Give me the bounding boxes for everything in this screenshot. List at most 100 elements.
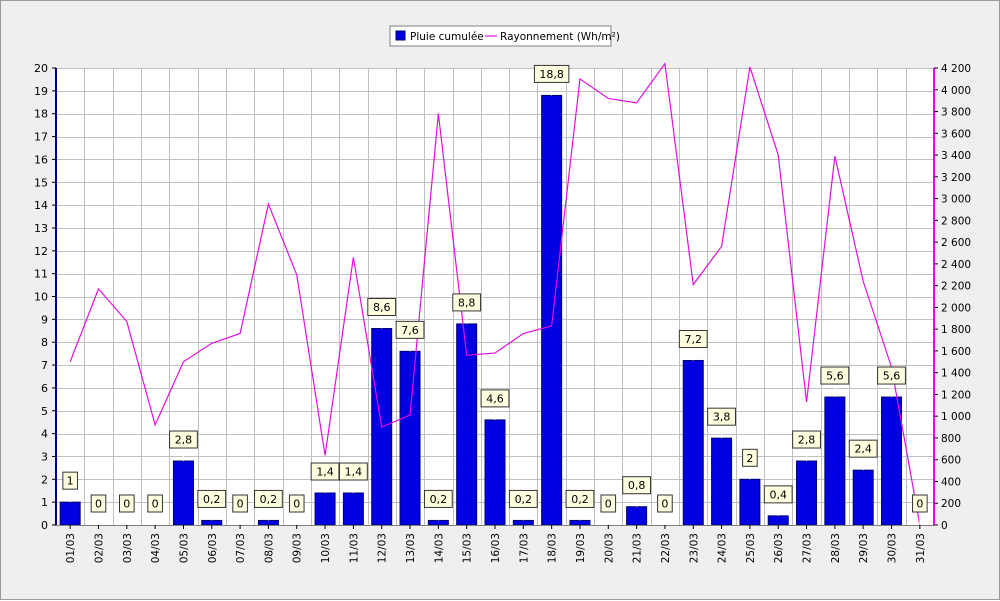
data-label: 1,4: [310, 462, 340, 494]
data-label-text: 2,8: [175, 434, 193, 447]
left-tick-label: 20: [34, 62, 48, 75]
data-label-box: [197, 489, 227, 508]
data-label-text: 1,4: [316, 466, 334, 479]
data-label-box: [169, 430, 198, 449]
right-tick-label: 200: [941, 498, 961, 510]
data-label-text: 0: [123, 498, 130, 511]
bar: [512, 519, 534, 526]
bar: [484, 419, 506, 526]
data-label-text: 0: [916, 498, 923, 511]
bar: [739, 478, 761, 526]
data-labels: 1 0 0 0 2,8 0,2 0 0,2 0 1,4 1,4 8,6 7,6 0,2 8,8 4,6 0,2 1…: [62, 64, 928, 525]
data-label: 0: [600, 494, 617, 525]
data-label: 1: [62, 471, 78, 503]
data-label-box: [62, 471, 78, 490]
x-tick-label: 31/03: [915, 533, 927, 563]
data-label-box: [480, 389, 510, 408]
right-tick-label: 1 600: [941, 346, 971, 358]
data-label: 5,6: [820, 366, 850, 398]
bar: [626, 506, 648, 526]
data-label: 1,4: [338, 462, 368, 494]
x-tick-label: 18/03: [547, 533, 559, 563]
data-label: 0,2: [423, 489, 453, 521]
right-tick-label: 400: [941, 476, 961, 488]
x-tick-label: 12/03: [377, 533, 389, 563]
data-label: 8,6: [367, 297, 397, 329]
bar: [824, 396, 846, 526]
bar: [881, 396, 903, 526]
right-tick-label: 2 400: [941, 259, 971, 271]
data-label: 2,8: [792, 430, 821, 462]
left-tick-label: 16: [34, 153, 48, 166]
data-label: 0: [232, 494, 248, 525]
x-tick-label: 17/03: [518, 533, 530, 563]
data-label-box: [600, 494, 617, 513]
x-tick-label: 28/03: [830, 533, 842, 563]
x-tick-label: 20/03: [603, 533, 615, 563]
data-label-box: [657, 494, 673, 513]
right-tick-label: 3 000: [941, 194, 971, 206]
x-tick-label: 19/03: [575, 533, 587, 563]
data-label-box: [792, 430, 821, 449]
data-label-box: [367, 297, 397, 316]
x-tick-label: 16/03: [490, 533, 502, 563]
data-label-text: 5,6: [883, 370, 901, 383]
data-label-text: 0: [95, 498, 102, 511]
legend-swatch-bar-icon: [395, 30, 406, 41]
data-label: 0: [288, 494, 305, 525]
data-label-box: [848, 439, 878, 458]
bar: [257, 519, 279, 526]
bar: [314, 492, 336, 526]
data-label-box: [310, 462, 340, 481]
data-label: 0,2: [565, 489, 595, 521]
x-tick-label: 08/03: [263, 533, 275, 563]
x-tick-label: 03/03: [122, 533, 134, 563]
x-tick-label: 23/03: [688, 533, 700, 563]
data-label-box: [147, 494, 163, 513]
bar: [852, 469, 874, 526]
left-tick-label: 11: [34, 268, 48, 281]
left-tick-label: 13: [34, 222, 48, 235]
right-tick-label: 3 400: [941, 150, 971, 162]
data-label: 0,2: [197, 489, 227, 521]
data-label-box: [912, 494, 928, 513]
data-label: 0,2: [254, 489, 283, 521]
data-label-box: [707, 407, 736, 426]
bar: [342, 492, 364, 526]
bar: [767, 515, 789, 526]
left-tick-label: 9: [41, 313, 48, 326]
data-label-text: 8,6: [373, 301, 391, 314]
data-label: 2: [742, 448, 758, 480]
x-tick-label: 29/03: [858, 533, 870, 563]
right-tick-label: 3 200: [941, 172, 971, 184]
right-tick-label: 3 800: [941, 107, 971, 119]
x-tick-label: 13/03: [405, 533, 417, 563]
left-tick-label: 1: [41, 496, 48, 509]
x-tick-label: 02/03: [93, 533, 105, 563]
data-label-text: 3,8: [713, 411, 731, 424]
data-label-box: [622, 476, 652, 495]
bar-series: [59, 94, 903, 526]
left-tick-label: 17: [34, 131, 48, 144]
left-tick-label: 15: [34, 176, 48, 189]
data-label-text: 0,2: [571, 493, 589, 506]
data-label-box: [119, 494, 135, 513]
bar: [59, 501, 81, 526]
data-label: 0: [90, 494, 107, 525]
data-label: 2,8: [169, 430, 198, 462]
x-tick-label: 11/03: [348, 533, 360, 563]
data-label-box: [820, 366, 850, 385]
data-label-box: [395, 320, 425, 339]
x-tick-label: 15/03: [462, 533, 474, 563]
data-label: 0,4: [763, 485, 793, 516]
x-tick-label: 21/03: [632, 533, 644, 563]
data-label: 0: [147, 494, 163, 525]
data-label-box: [90, 494, 107, 513]
right-tick-label: 4 200: [941, 63, 971, 75]
x-tick-label: 22/03: [660, 533, 672, 563]
right-tick-label: 2 600: [941, 237, 971, 249]
legend-label-rayonnement: Rayonnement (Wh/m²): [500, 31, 620, 43]
data-label-text: 0,8: [628, 479, 646, 492]
left-tick-label: 19: [34, 85, 48, 98]
